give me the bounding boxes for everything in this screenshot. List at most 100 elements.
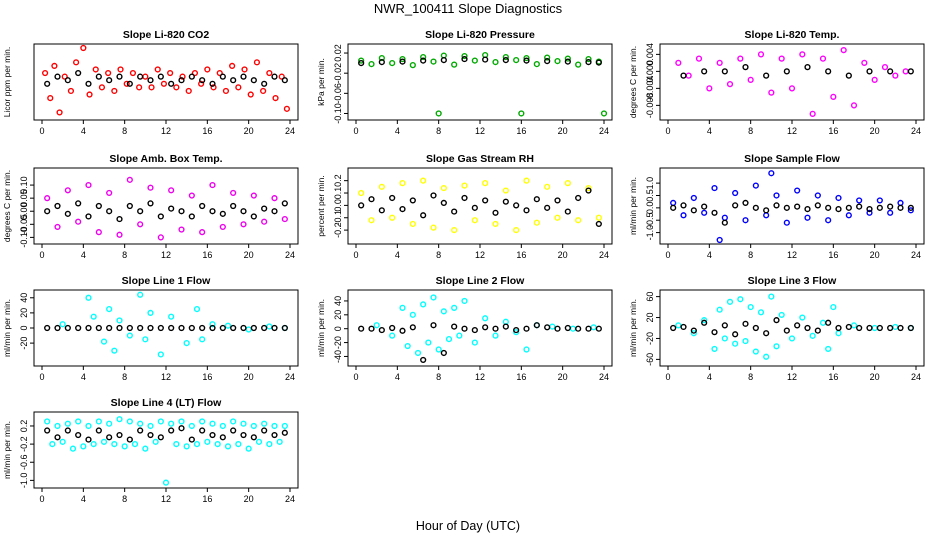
data-point (554, 57, 561, 65)
data-point (425, 339, 432, 346)
data-point (272, 95, 279, 102)
y-axis-label: kPa per min. (316, 58, 326, 106)
y-tick-label: 20 (19, 308, 29, 318)
data-point (281, 215, 288, 223)
panel-2: Slope Li-820 Pressure kPa per min. 0 4 8 12 16… (316, 29, 613, 136)
y-tick-label: -0.02 (333, 63, 343, 84)
x-tick-label: 0 (39, 250, 44, 260)
data-point (157, 213, 164, 220)
data-point (711, 329, 718, 336)
data-point (732, 331, 739, 338)
data-point (440, 308, 447, 315)
data-point (85, 436, 92, 443)
data-point (701, 203, 708, 210)
y-axis-label: Licor ppm per min. (2, 47, 12, 117)
data-point (188, 192, 195, 199)
data-point (794, 187, 801, 194)
x-tick-label: 8 (436, 250, 441, 260)
data-point (595, 325, 602, 332)
y-tick-label: 20 (645, 313, 655, 323)
data-point (897, 204, 904, 211)
x-tick-label: 24 (599, 250, 609, 260)
data-point (399, 55, 406, 63)
data-point (250, 422, 257, 430)
data-point (106, 420, 113, 427)
x-tick-label: 16 (202, 372, 212, 382)
data-point (420, 356, 427, 364)
series-hourly-mean (44, 324, 288, 332)
data-point (111, 347, 118, 354)
figure-title: NWR_100411 Slope Diagnostics (374, 1, 563, 16)
data-point (845, 323, 852, 331)
data-point (482, 56, 489, 63)
y-axis-label: ml/min per min. (2, 299, 12, 357)
series-individual (358, 177, 602, 234)
data-point (876, 204, 883, 211)
data-point (830, 303, 837, 311)
data-point (768, 89, 775, 96)
data-point (492, 325, 499, 332)
data-point (95, 229, 102, 236)
data-point (219, 223, 226, 231)
data-point (126, 436, 133, 443)
x-tick-label: 16 (202, 250, 212, 260)
data-point (752, 348, 759, 355)
data-point (157, 351, 164, 358)
data-point (183, 443, 190, 450)
data-point (814, 192, 821, 199)
data-point (523, 54, 530, 62)
data-point (461, 182, 468, 189)
data-point (173, 84, 180, 91)
data-point (825, 204, 832, 211)
data-point (147, 200, 154, 207)
y-tick-label: 0.05 (19, 189, 29, 207)
data-point (856, 203, 863, 210)
y-tick-label: -20 (645, 332, 655, 345)
x-tick-label: 24 (599, 126, 609, 136)
data-point (95, 418, 102, 425)
data-point (90, 313, 97, 320)
x-tick-label: 4 (81, 494, 86, 504)
x-tick-label: 0 (39, 494, 44, 504)
data-point (209, 431, 216, 439)
x-tick-label: 8 (748, 126, 753, 136)
data-point (80, 443, 87, 450)
y-axis-label: ml/min per min. (316, 299, 326, 357)
data-point (188, 73, 195, 80)
data-point (544, 54, 551, 61)
x-tick-label: 16 (828, 372, 838, 382)
data-point (742, 320, 749, 327)
plot-frame (659, 289, 925, 367)
data-point (876, 324, 883, 332)
data-point (148, 84, 155, 91)
panel-title: Slope Amb. Box Temp. (109, 153, 222, 165)
series-hourly-mean (670, 199, 914, 226)
panel-8: Slope Line 2 Flow ml/min per min. 0 4 8 12 16 2… (316, 275, 613, 382)
data-point (168, 324, 175, 332)
data-point (64, 427, 71, 434)
x-tick-label: 12 (475, 126, 485, 136)
figure-xlabel: Hour of Day (UTC) (416, 519, 520, 533)
data-point (706, 85, 713, 92)
data-point (887, 203, 894, 210)
data-point (168, 420, 175, 427)
data-point (90, 441, 97, 448)
data-point (137, 291, 144, 298)
data-point (261, 420, 268, 427)
panel-title: Slope Li-820 Pressure (425, 29, 535, 41)
data-point (64, 210, 71, 217)
x-tick-label: 0 (665, 250, 670, 260)
data-point (271, 324, 278, 332)
data-point (887, 324, 894, 332)
data-point (835, 205, 842, 213)
data-point (502, 56, 509, 64)
data-point (435, 346, 442, 353)
data-point (209, 420, 216, 427)
data-point (799, 314, 806, 321)
data-point (147, 77, 154, 84)
data-point (137, 221, 144, 228)
data-point (167, 69, 174, 77)
data-point (420, 301, 427, 308)
data-point (224, 443, 232, 450)
series-individual (670, 170, 914, 244)
